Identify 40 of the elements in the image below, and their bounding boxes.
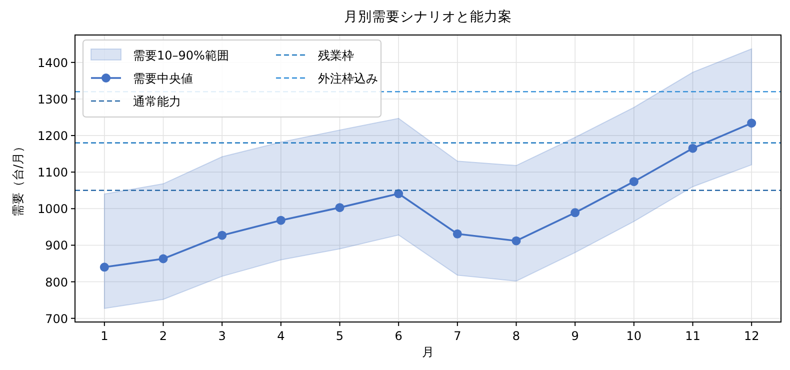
x-tick-label: 7 bbox=[454, 329, 462, 343]
legend-label: 残業枠 bbox=[318, 48, 354, 62]
y-tick-label: 1300 bbox=[37, 92, 68, 106]
point bbox=[747, 118, 756, 128]
y-tick-label: 1100 bbox=[37, 166, 68, 180]
y-tick-label: 900 bbox=[45, 238, 68, 253]
y-tick-label: 800 bbox=[45, 275, 68, 290]
y-axis-title: 需要（台/月） bbox=[11, 140, 25, 217]
y-tick-label: 1000 bbox=[37, 202, 68, 216]
x-tick-label: 2 bbox=[159, 329, 168, 343]
point bbox=[335, 203, 344, 212]
x-tick-label: 5 bbox=[336, 329, 344, 343]
point bbox=[276, 216, 286, 225]
x-tick-label: 9 bbox=[571, 329, 579, 343]
point bbox=[512, 236, 521, 246]
point bbox=[158, 254, 168, 264]
y-tick-label: 1400 bbox=[37, 56, 68, 70]
point bbox=[629, 177, 638, 186]
x-tick-label: 1 bbox=[100, 329, 108, 343]
x-tick-label: 12 bbox=[744, 329, 760, 343]
legend-label: 通常能力 bbox=[133, 94, 181, 108]
point bbox=[570, 208, 580, 218]
point bbox=[218, 230, 227, 240]
x-tick-label: 4 bbox=[277, 329, 285, 343]
point bbox=[394, 189, 404, 198]
y-tick-label: 1200 bbox=[37, 129, 68, 144]
x-tick-label: 8 bbox=[512, 329, 520, 343]
point bbox=[452, 229, 462, 238]
x-axis-title: 月 bbox=[422, 345, 434, 359]
annotation: 需要10–90%範囲 bbox=[133, 48, 229, 62]
x-tick-label: 6 bbox=[394, 329, 402, 343]
legend-label: 需要中央値 bbox=[133, 72, 193, 86]
x-tick-label: 3 bbox=[218, 329, 226, 343]
point bbox=[100, 262, 109, 272]
point bbox=[688, 144, 698, 153]
x-tick-label: 10 bbox=[626, 329, 642, 343]
x-tick-label: 11 bbox=[685, 329, 700, 343]
y-tick-label: 700 bbox=[45, 312, 68, 326]
chart-title: 月別需要シナリオと能力案 bbox=[344, 8, 512, 25]
legend-label: 外注枠込み bbox=[318, 72, 378, 86]
